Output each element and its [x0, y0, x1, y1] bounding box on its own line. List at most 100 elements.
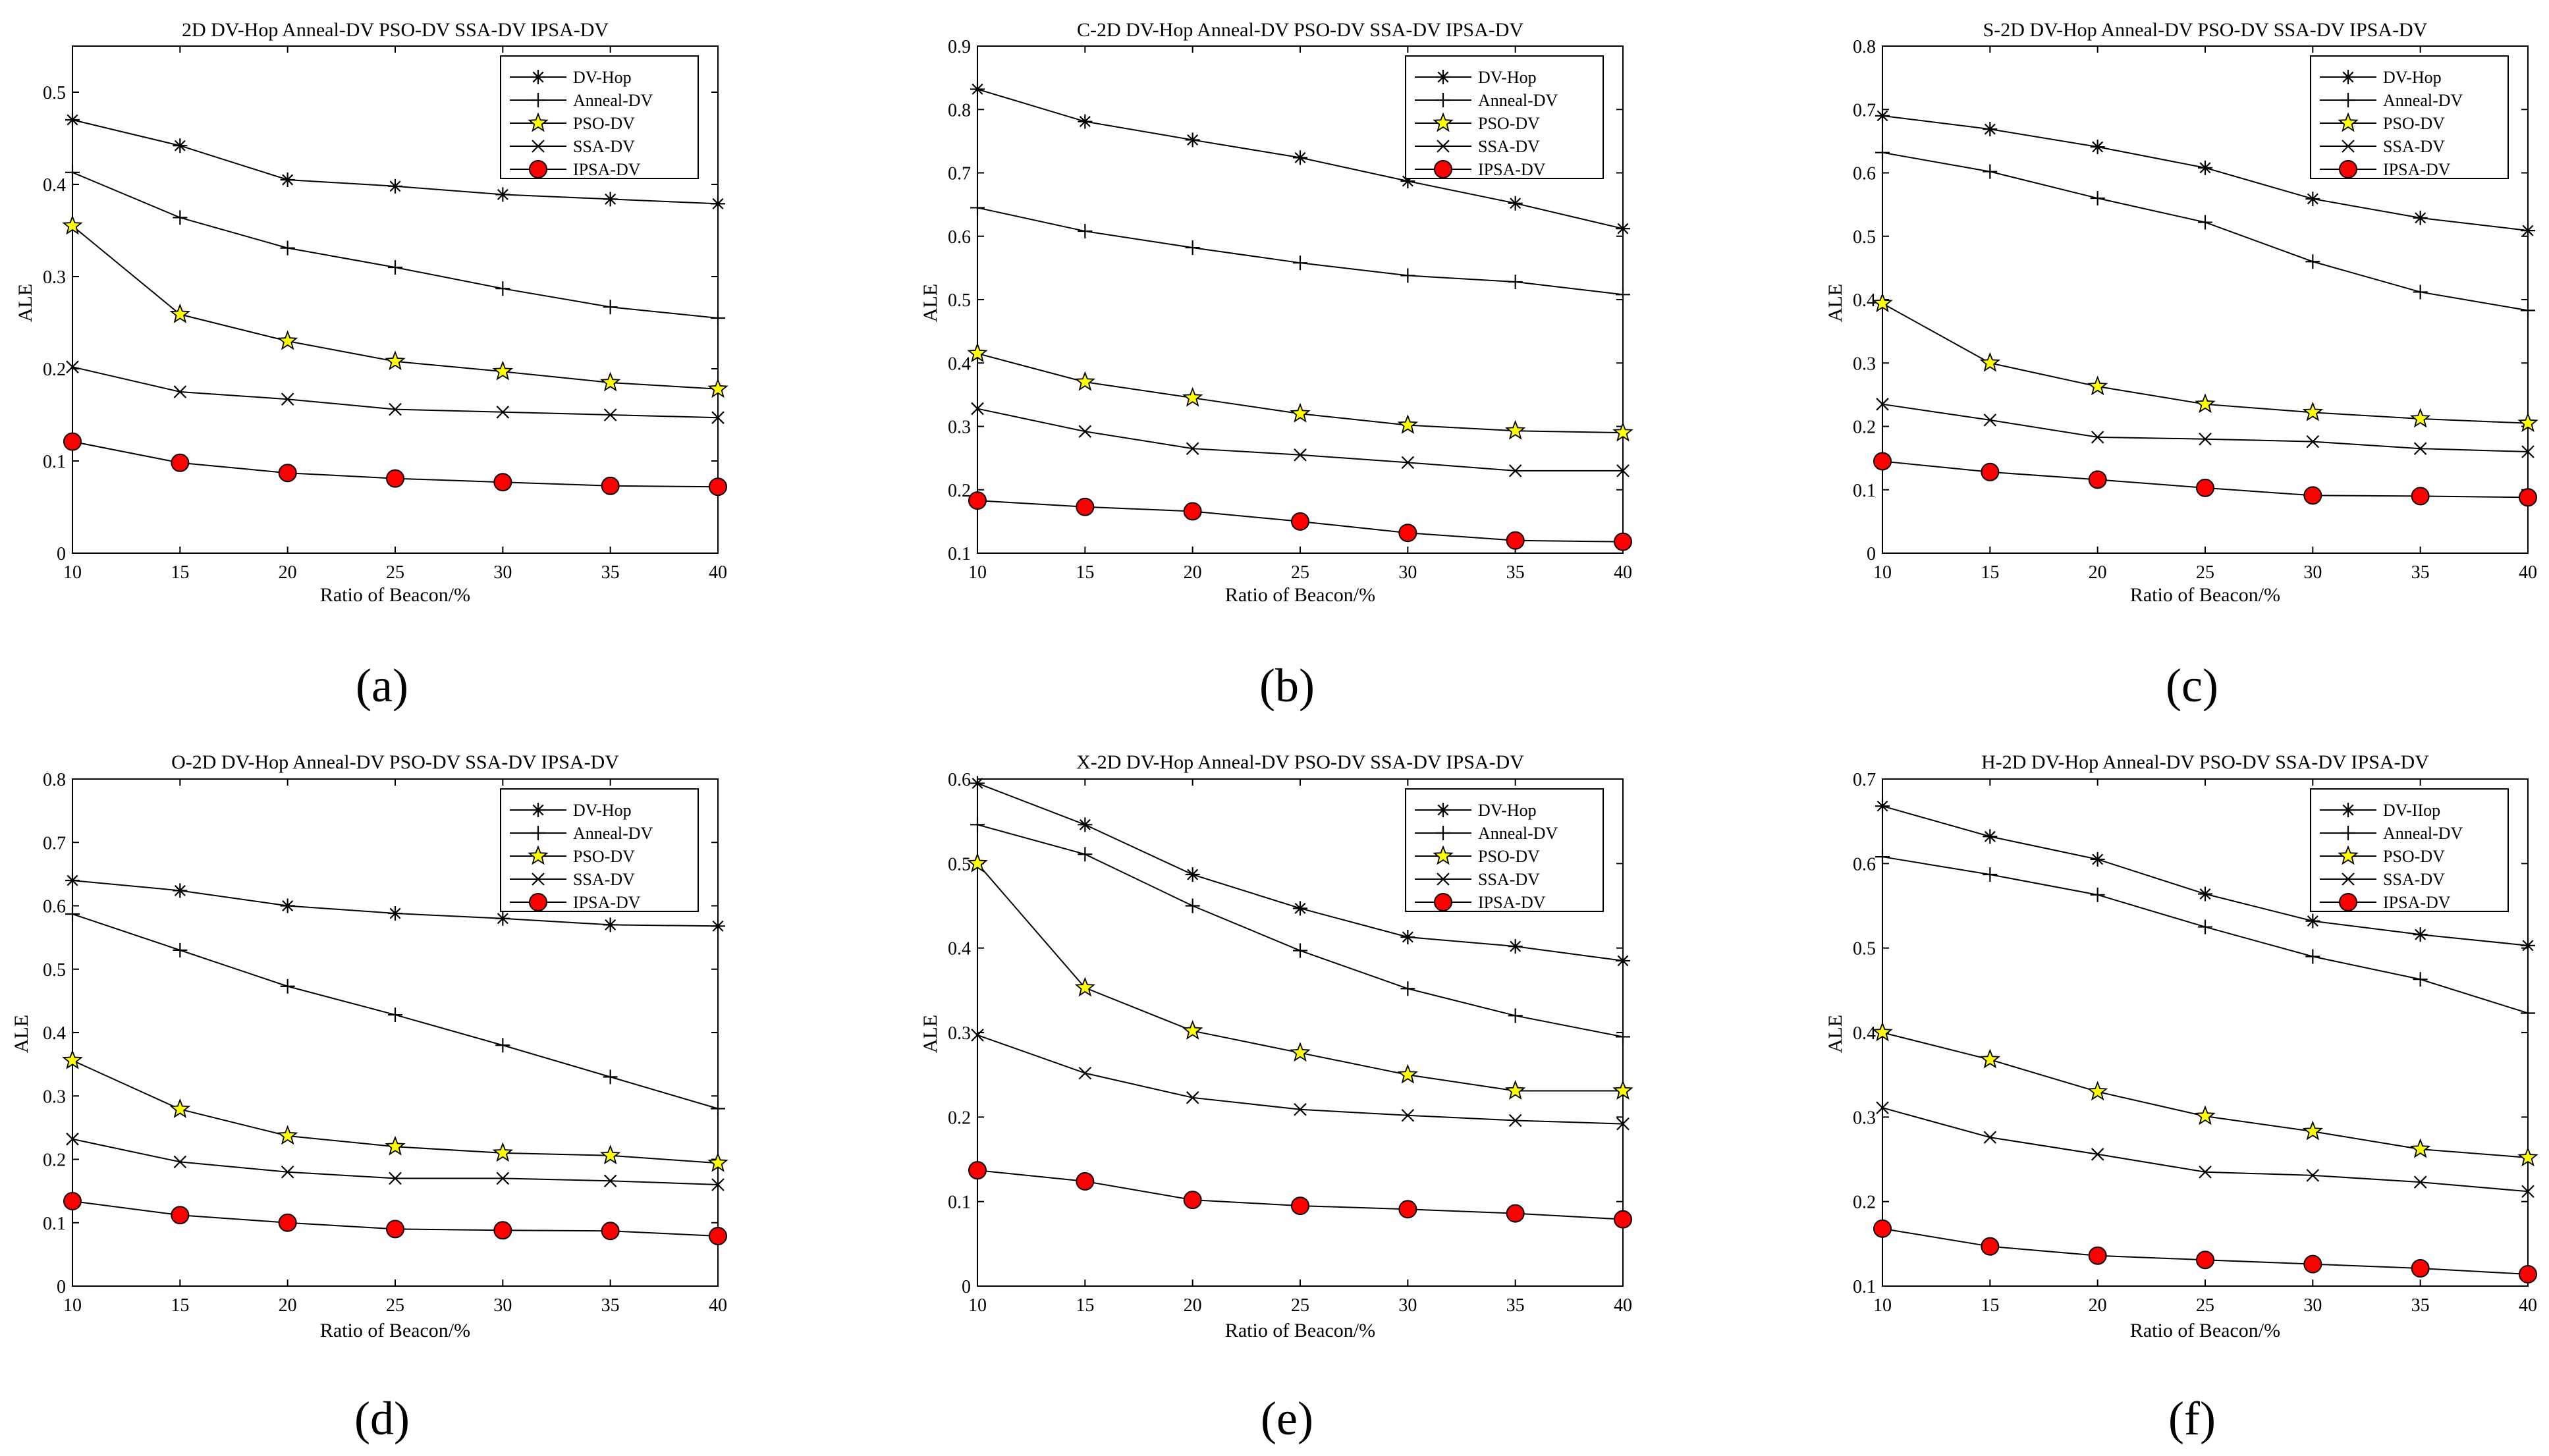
marker-x [389, 402, 402, 416]
y-tick-label: 0.7 [948, 164, 971, 184]
marker-plus [1983, 867, 1998, 882]
series-asterisk [1875, 799, 2535, 953]
marker-plus [280, 240, 295, 256]
legend-label: IPSA-DV [1478, 893, 1546, 912]
y-tick-label: 0.5 [948, 854, 971, 875]
marker-asterisk [1616, 953, 1630, 968]
y-tick-label: 0.3 [43, 1087, 66, 1107]
y-axis-label: ALE [919, 284, 941, 322]
y-tick-label: 0.6 [948, 770, 971, 790]
x-tick-label: 15 [171, 562, 189, 583]
marker-star [2195, 1105, 2216, 1125]
marker-star [1397, 414, 1419, 434]
marker-plus [2413, 972, 2428, 987]
marker-asterisk [711, 196, 725, 211]
marker-circle [1398, 1200, 1417, 1219]
series-asterisk [65, 873, 725, 934]
chart-title: O-2D DV-Hop Anneal-DV PSO-DV SSA-DV IPSA… [171, 751, 619, 773]
marker-asterisk [2413, 927, 2428, 942]
panel-label: (b) [1259, 659, 1315, 712]
marker-x [2091, 431, 2104, 444]
marker-asterisk [970, 776, 985, 791]
y-tick-label: 0.5 [43, 960, 66, 981]
marker-circle [2088, 470, 2107, 489]
marker-asterisk [1983, 829, 1998, 844]
marker-asterisk [603, 917, 618, 932]
marker-plus [2413, 284, 2428, 300]
x-tick-label: 30 [1398, 1295, 1417, 1316]
marker-asterisk [2198, 160, 2212, 175]
marker-plus [1293, 943, 1307, 958]
marker-asterisk [1875, 108, 1890, 123]
marker-plus [65, 165, 80, 180]
x-tick-label: 10 [63, 562, 82, 583]
legend-label: SSA-DV [573, 137, 635, 156]
marker-x [1876, 398, 1889, 411]
legend-entry: IPSA-DV [2320, 893, 2451, 912]
marker-circle [171, 1206, 190, 1225]
marker-asterisk [65, 113, 80, 127]
marker-x [1437, 140, 1450, 153]
series-circle [1873, 1219, 2537, 1284]
y-tick-label: 0.4 [43, 175, 66, 196]
marker-star [2302, 1120, 2324, 1141]
marker-asterisk [970, 82, 985, 97]
marker-asterisk [2341, 70, 2355, 84]
marker-star [1612, 421, 1633, 442]
x-tick-label: 15 [1981, 1295, 1999, 1316]
legend: DV-Hop Anneal-DV PSO-DV SSA-DV IPSA-DV [2310, 55, 2509, 179]
x-tick-label: 10 [63, 1295, 82, 1316]
series-x [66, 360, 725, 424]
marker-plus [1616, 1029, 1630, 1044]
marker-x [2306, 1169, 2320, 1182]
series-plus [65, 907, 725, 1116]
marker-asterisk [1436, 803, 1450, 817]
marker-plus [173, 942, 188, 957]
legend: DV-Hop Anneal-DV PSO-DV SSA-DV IPSA-DV [500, 55, 699, 179]
marker-x [1401, 1108, 1415, 1122]
y-tick-label: 0.4 [43, 1023, 66, 1044]
x-tick-label: 30 [493, 1295, 512, 1316]
legend-entry: SSA-DV [1415, 137, 1540, 156]
marker-asterisk [1983, 122, 1998, 137]
marker-circle [2411, 1259, 2430, 1278]
x-tick-label: 40 [2519, 562, 2537, 583]
marker-x [2521, 445, 2535, 458]
legend-label: Anneal-DV [2383, 91, 2463, 110]
marker-circle [278, 1213, 297, 1232]
series-asterisk [970, 776, 1630, 968]
marker-circle [1434, 893, 1452, 911]
marker-plus [388, 1008, 402, 1023]
legend-box [1405, 55, 1604, 179]
legend: DV-Hop Anneal-DV PSO-DV SSA-DV IPSA-DV [500, 788, 699, 912]
marker-asterisk [2521, 938, 2535, 953]
x-tick-label: 25 [1291, 1295, 1309, 1316]
series-circle [63, 432, 727, 497]
marker-x [1616, 1117, 1630, 1131]
marker-circle [2339, 893, 2357, 911]
legend-label: DV-Hop [573, 801, 632, 820]
marker-x [711, 1178, 725, 1191]
marker-circle [1506, 1204, 1525, 1223]
marker-star [1290, 402, 1311, 423]
marker-x [2306, 435, 2320, 448]
marker-x [1508, 1114, 1522, 1127]
marker-asterisk [1508, 196, 1523, 211]
marker-plus [1875, 145, 1890, 160]
marker-x [532, 140, 545, 153]
legend-entry: Anneal-DV [2320, 824, 2463, 843]
marker-plus [1185, 240, 1200, 256]
marker-asterisk [1616, 221, 1630, 236]
legend-label: Anneal-DV [1478, 91, 1558, 110]
legend-label: PSO-DV [2383, 847, 2445, 866]
x-tick-label: 15 [1076, 1295, 1094, 1316]
y-tick-label: 0.2 [43, 360, 66, 380]
y-tick-label: 0.1 [1853, 481, 1876, 501]
marker-circle [2339, 160, 2357, 178]
x-tick-label: 30 [493, 562, 512, 583]
x-tick-label: 20 [2089, 1295, 2107, 1316]
legend-label: DV-Hop [573, 68, 632, 87]
marker-x [1186, 442, 1199, 455]
legend-entry: IPSA-DV [2320, 160, 2451, 179]
chart-f: H-2D DV-Hop Anneal-DV PSO-DV SSA-DV IPSA… [1824, 751, 2538, 1445]
